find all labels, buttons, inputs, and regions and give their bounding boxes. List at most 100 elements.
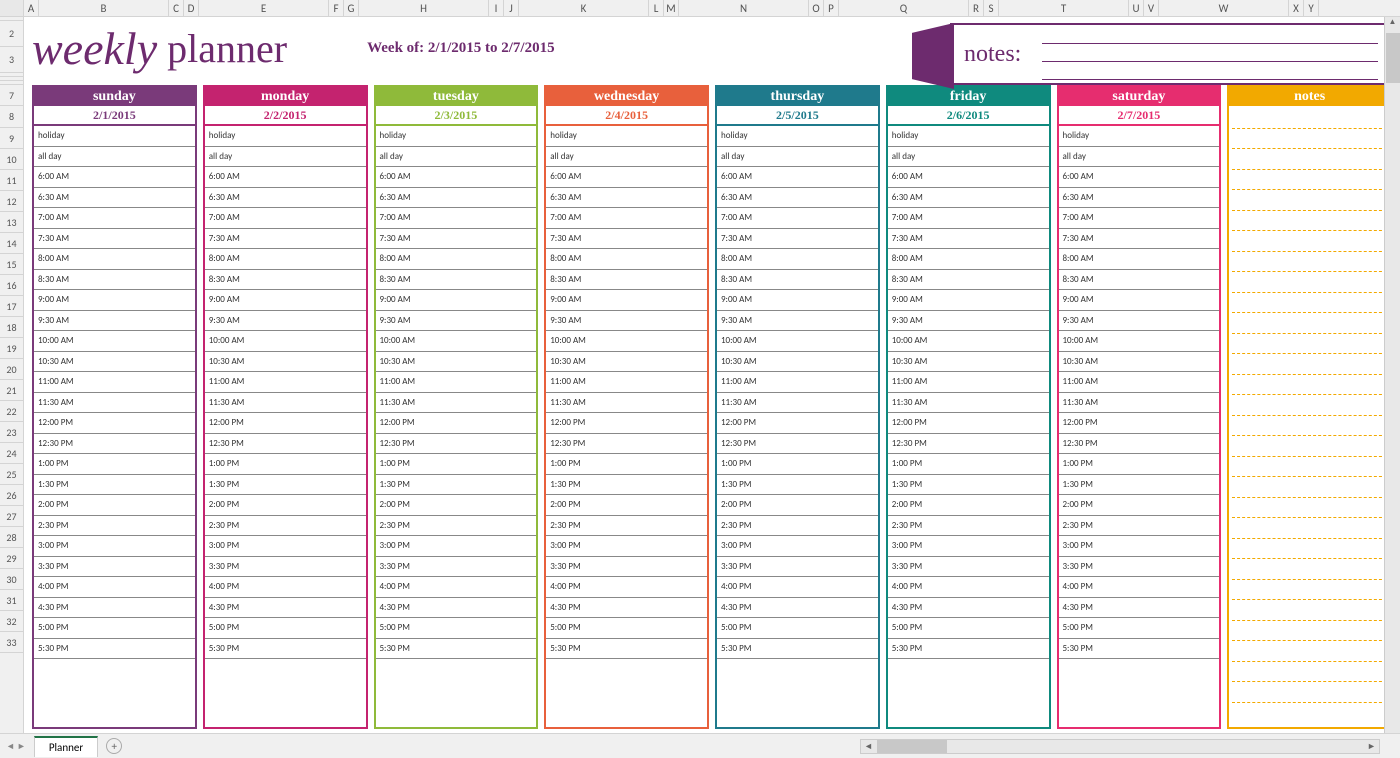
time-slot[interactable]: holiday	[376, 126, 537, 147]
time-slot[interactable]: holiday	[1059, 126, 1220, 147]
time-slot[interactable]: 10:00 AM	[34, 331, 195, 352]
row-header[interactable]: 29	[0, 548, 23, 569]
time-slot[interactable]: 12:00 PM	[888, 413, 1049, 434]
column-header[interactable]: Y	[1304, 0, 1319, 16]
notes-line[interactable]	[1232, 293, 1387, 314]
time-slot[interactable]: 1:30 PM	[376, 475, 537, 496]
time-slot[interactable]: 6:00 AM	[205, 167, 366, 188]
time-slot[interactable]: 7:00 AM	[888, 208, 1049, 229]
time-slot[interactable]: 4:00 PM	[34, 577, 195, 598]
column-header[interactable]: F	[329, 0, 344, 16]
row-header[interactable]: 23	[0, 422, 23, 443]
time-slot[interactable]: 11:30 AM	[1059, 393, 1220, 414]
time-slot[interactable]: 2:00 PM	[205, 495, 366, 516]
time-slot[interactable]: 5:00 PM	[376, 618, 537, 639]
horizontal-scrollbar[interactable]: ◄ ►	[860, 739, 1380, 754]
time-slot[interactable]: 8:00 AM	[1059, 249, 1220, 270]
time-slot[interactable]: all day	[546, 147, 707, 168]
time-slot[interactable]: 11:30 AM	[717, 393, 878, 414]
time-slot[interactable]: 4:00 PM	[1059, 577, 1220, 598]
vscroll-thumb[interactable]	[1386, 33, 1400, 83]
time-slot[interactable]: 1:30 PM	[34, 475, 195, 496]
time-slot[interactable]: 7:30 AM	[888, 229, 1049, 250]
day-date[interactable]: 2/2/2015	[205, 106, 366, 126]
time-slot[interactable]: 10:30 AM	[205, 352, 366, 373]
time-slot[interactable]: 4:30 PM	[34, 598, 195, 619]
time-slot[interactable]: 1:00 PM	[376, 454, 537, 475]
notes-line[interactable]	[1232, 559, 1387, 580]
notes-box[interactable]: notes:	[950, 23, 1390, 85]
time-slot[interactable]: 2:30 PM	[888, 516, 1049, 537]
time-slot[interactable]: 3:00 PM	[205, 536, 366, 557]
time-slot[interactable]: 9:30 AM	[205, 311, 366, 332]
column-header[interactable]: E	[199, 0, 329, 16]
notes-line[interactable]	[1232, 149, 1387, 170]
time-slot[interactable]: 11:00 AM	[205, 372, 366, 393]
time-slot[interactable]: 7:30 AM	[546, 229, 707, 250]
notes-line[interactable]	[1232, 375, 1387, 396]
time-slot[interactable]: 2:00 PM	[546, 495, 707, 516]
time-slot[interactable]: 11:30 AM	[205, 393, 366, 414]
column-header[interactable]: V	[1144, 0, 1159, 16]
time-slot[interactable]: all day	[717, 147, 878, 168]
scroll-left-icon[interactable]: ◄	[861, 740, 876, 753]
time-slot[interactable]: 12:30 PM	[1059, 434, 1220, 455]
time-slot[interactable]: 10:30 AM	[1059, 352, 1220, 373]
time-slot[interactable]: 12:00 PM	[546, 413, 707, 434]
time-slot[interactable]: 3:00 PM	[717, 536, 878, 557]
time-slot[interactable]: 9:00 AM	[546, 290, 707, 311]
time-slot[interactable]: 2:30 PM	[376, 516, 537, 537]
time-slot[interactable]: 9:00 AM	[1059, 290, 1220, 311]
time-slot[interactable]: 3:30 PM	[888, 557, 1049, 578]
time-slot[interactable]: 9:30 AM	[888, 311, 1049, 332]
notes-line[interactable]	[1232, 600, 1387, 621]
notes-line[interactable]	[1232, 580, 1387, 601]
column-header[interactable]: S	[984, 0, 999, 16]
tab-prev-icon[interactable]: ◄	[6, 741, 15, 752]
time-slot[interactable]: 9:00 AM	[205, 290, 366, 311]
time-slot[interactable]: 4:30 PM	[888, 598, 1049, 619]
time-slot[interactable]: 8:00 AM	[376, 249, 537, 270]
time-slot[interactable]: 5:30 PM	[1059, 639, 1220, 660]
time-slot[interactable]: 10:30 AM	[717, 352, 878, 373]
row-header[interactable]: 13	[0, 212, 23, 233]
time-slot[interactable]: 10:30 AM	[888, 352, 1049, 373]
time-slot[interactable]: holiday	[34, 126, 195, 147]
time-slot[interactable]: 4:30 PM	[1059, 598, 1220, 619]
notes-line[interactable]	[1232, 682, 1387, 703]
time-slot[interactable]: 2:30 PM	[717, 516, 878, 537]
time-slot[interactable]: 9:30 AM	[376, 311, 537, 332]
row-header[interactable]: 11	[0, 170, 23, 191]
row-header[interactable]: 20	[0, 359, 23, 380]
time-slot[interactable]: 11:00 AM	[1059, 372, 1220, 393]
time-slot[interactable]: 10:00 AM	[546, 331, 707, 352]
time-slot[interactable]: 9:00 AM	[34, 290, 195, 311]
row-header[interactable]: 7	[0, 85, 23, 106]
notes-line[interactable]	[1232, 662, 1387, 683]
time-slot[interactable]: holiday	[546, 126, 707, 147]
time-slot[interactable]: holiday	[717, 126, 878, 147]
column-header[interactable]: L	[649, 0, 664, 16]
time-slot[interactable]: 10:00 AM	[888, 331, 1049, 352]
row-header[interactable]: 19	[0, 338, 23, 359]
time-slot[interactable]: 4:30 PM	[546, 598, 707, 619]
notes-line[interactable]	[1232, 539, 1387, 560]
time-slot[interactable]: 3:00 PM	[1059, 536, 1220, 557]
row-header[interactable]: 15	[0, 254, 23, 275]
notes-line[interactable]	[1232, 621, 1387, 642]
time-slot[interactable]: 7:00 AM	[34, 208, 195, 229]
time-slot[interactable]: 7:00 AM	[546, 208, 707, 229]
time-slot[interactable]: 10:00 AM	[1059, 331, 1220, 352]
time-slot[interactable]: 6:00 AM	[34, 167, 195, 188]
time-slot[interactable]: 11:30 AM	[34, 393, 195, 414]
row-header[interactable]: 8	[0, 106, 23, 128]
time-slot[interactable]: 4:30 PM	[717, 598, 878, 619]
time-slot[interactable]: 3:30 PM	[546, 557, 707, 578]
time-slot[interactable]: 12:00 PM	[1059, 413, 1220, 434]
add-sheet-button[interactable]: +	[106, 738, 122, 754]
time-slot[interactable]: 3:00 PM	[376, 536, 537, 557]
time-slot[interactable]: 9:30 AM	[546, 311, 707, 332]
time-slot[interactable]: 10:00 AM	[376, 331, 537, 352]
time-slot[interactable]: 12:00 PM	[205, 413, 366, 434]
time-slot[interactable]: 6:00 AM	[376, 167, 537, 188]
